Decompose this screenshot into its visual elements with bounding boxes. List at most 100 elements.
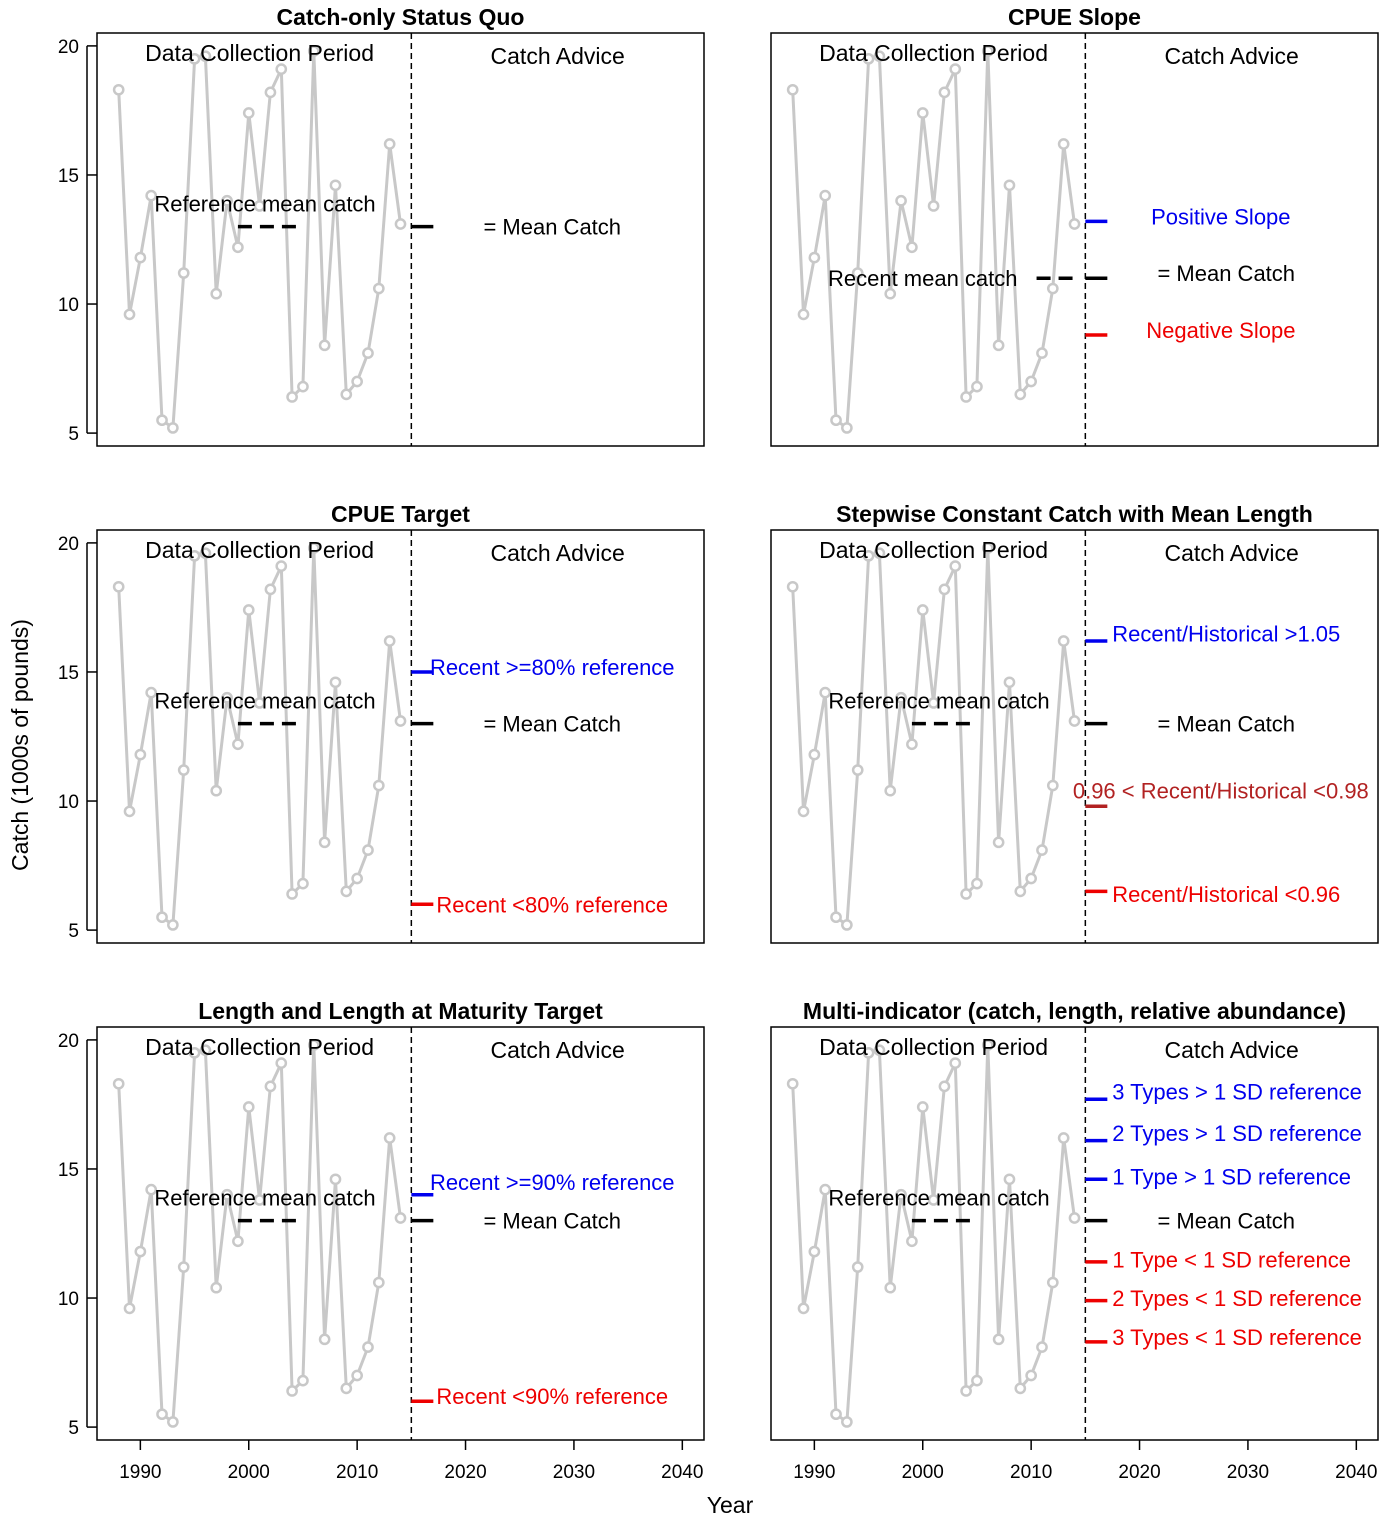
advice-label: 0.96 < Recent/Historical <0.98 <box>1073 779 1369 804</box>
catch-point <box>329 179 342 192</box>
catch-point <box>797 805 810 818</box>
catch-point <box>862 52 875 65</box>
x-tick-label: 2010 <box>336 1462 378 1483</box>
catch-point <box>1057 138 1070 150</box>
catch-point <box>112 580 125 593</box>
catch-point <box>275 560 288 572</box>
catch-point <box>841 1416 853 1428</box>
advice-label: 3 Types > 1 SD reference <box>1112 1080 1362 1105</box>
catch-point <box>819 686 832 699</box>
catch-point <box>851 764 864 776</box>
catch-point <box>286 391 298 403</box>
catch-point <box>242 1101 255 1113</box>
catch-point <box>188 52 201 65</box>
catch-point <box>981 45 994 57</box>
catch-point <box>960 888 972 900</box>
catch-point <box>253 1194 266 1206</box>
catch-point <box>895 194 907 207</box>
catch-point <box>156 911 168 924</box>
reference-mean-label: Reference mean catch <box>828 688 1049 713</box>
catch-point <box>938 1080 951 1093</box>
advice-label: Negative Slope <box>1146 318 1295 343</box>
catch-point <box>340 388 353 401</box>
panel-title: Stepwise Constant Catch with Mean Length <box>836 501 1313 527</box>
catch-point <box>134 251 147 264</box>
advice-label: Recent/Historical >1.05 <box>1112 621 1340 646</box>
catch-point <box>188 1046 201 1059</box>
catch-point <box>981 1039 994 1051</box>
catch-point <box>884 1281 897 1294</box>
catch-point <box>830 911 842 924</box>
x-tick-label: 2020 <box>1118 1462 1160 1483</box>
catch-point <box>1068 715 1081 727</box>
catch-point <box>992 836 1005 849</box>
y-tick-label: 5 <box>68 1418 79 1439</box>
catch-point <box>275 63 288 75</box>
catch-point <box>884 784 897 797</box>
advice-label: = Mean Catch <box>1157 712 1295 737</box>
advice-label: Recent <90% reference <box>436 1384 668 1409</box>
y-tick-label: 5 <box>68 921 79 942</box>
catch-point <box>372 282 385 295</box>
catch-point <box>318 836 331 849</box>
catch-point <box>906 241 918 254</box>
catch-point <box>916 604 929 616</box>
period-label-data: Data Collection Period <box>145 1034 374 1060</box>
catch-point <box>808 748 821 761</box>
y-tick-label: 20 <box>58 534 79 555</box>
catch-point <box>340 1382 353 1395</box>
catch-point <box>134 1245 147 1258</box>
period-label-advice: Catch Advice <box>491 43 625 69</box>
catch-point <box>351 872 363 885</box>
advice-label: 2 Types > 1 SD reference <box>1112 1121 1362 1146</box>
catch-point <box>329 1173 342 1186</box>
period-label-data: Data Collection Period <box>819 1034 1048 1060</box>
catch-point <box>862 1046 875 1059</box>
panel-title: CPUE Slope <box>1008 4 1141 30</box>
catch-point <box>884 287 897 300</box>
catch-point <box>372 1276 385 1289</box>
catch-point <box>351 375 363 388</box>
panel-title: Length and Length at Maturity Target <box>198 998 603 1024</box>
x-tick-label: 2030 <box>553 1462 595 1483</box>
catch-point <box>394 715 407 727</box>
catch-point <box>210 287 223 300</box>
catch-point <box>981 542 994 554</box>
catch-point <box>916 1101 929 1113</box>
catch-point <box>134 748 147 761</box>
catch-point <box>906 1235 918 1248</box>
period-label-data: Data Collection Period <box>819 40 1048 66</box>
catch-point <box>949 63 962 75</box>
x-tick-label: 2040 <box>1335 1462 1377 1483</box>
catch-point <box>851 267 864 279</box>
catch-point <box>1046 282 1059 295</box>
catch-point <box>394 218 407 230</box>
catch-point <box>286 888 298 900</box>
catch-point <box>873 50 886 63</box>
catch-point <box>307 1039 320 1051</box>
period-label-data: Data Collection Period <box>819 537 1048 563</box>
panel-4: Stepwise Constant Catch with Mean Length… <box>770 501 1379 944</box>
catch-point <box>971 877 983 890</box>
catch-point <box>992 1333 1005 1346</box>
advice-label: Recent >=90% reference <box>430 1170 675 1195</box>
catch-point <box>851 1261 864 1273</box>
catch-point <box>927 200 940 212</box>
catch-point <box>242 107 255 119</box>
catch-point <box>145 189 158 202</box>
catch-point <box>145 1183 158 1196</box>
catch-point <box>253 697 266 709</box>
catch-point <box>232 1235 244 1248</box>
catch-point <box>199 1044 212 1057</box>
catch-point <box>264 1080 277 1093</box>
period-label-advice: Catch Advice <box>491 1037 625 1063</box>
catch-point <box>1003 179 1016 192</box>
catch-point <box>318 339 331 352</box>
catch-series-line <box>117 1045 402 1425</box>
reference-mean-label: Reference mean catch <box>154 688 375 713</box>
y-tick-label: 10 <box>58 792 79 813</box>
catch-point <box>199 547 212 560</box>
y-tick-label: 20 <box>58 1031 79 1052</box>
catch-point <box>362 347 374 359</box>
